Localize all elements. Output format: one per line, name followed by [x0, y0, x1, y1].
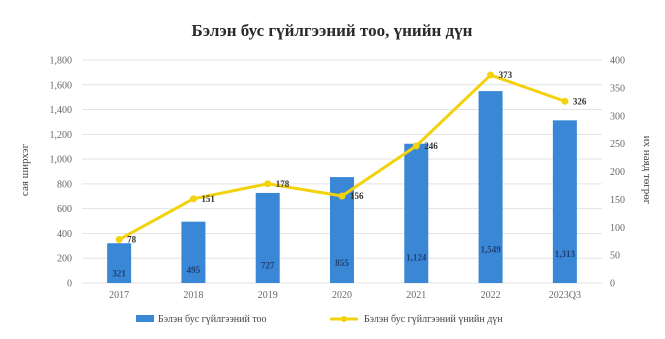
legend: Бэлэн бус гүйлгээний тоо Бэлэн бус гүйлгэ…: [136, 314, 503, 325]
line-data-label: 151: [201, 194, 215, 204]
y2-tick-label: 200: [610, 167, 625, 178]
chart-title: Бэлэн бус гүйлгээний тоо, үнийн дүн: [192, 21, 473, 40]
y-tick-label: 1,200: [50, 130, 73, 141]
bar-data-label: 855: [335, 258, 349, 268]
legend-swatch-bar: [136, 315, 154, 322]
y2-tick-label: 350: [610, 83, 625, 94]
left-axis-ticks: 0 200 400 600 800 1,000 1,200 1,400 1,600 1,800: [50, 56, 73, 290]
line-data-label: 78: [127, 235, 136, 245]
bar: [107, 243, 132, 283]
bar: [181, 221, 206, 283]
y2-axis-label: их наяд төгрөг: [641, 136, 653, 205]
y2-tick-label: 0: [610, 279, 615, 290]
line-data-label: 156: [350, 191, 364, 201]
line-data-label: 246: [424, 141, 438, 151]
y2-tick-label: 50: [610, 251, 620, 262]
bar-data-label: 1,124: [406, 253, 427, 263]
line-point: [115, 236, 123, 244]
x-axis-ticks: 2017 2018 2019 2020 2021 2022 2023Q3: [109, 290, 581, 301]
y-tick-label: 1,800: [50, 56, 73, 67]
x-tick-label: 2018: [183, 290, 203, 301]
line-point: [561, 97, 569, 105]
legend-swatch-marker: [341, 316, 347, 322]
x-tick-label: 2023Q3: [549, 290, 581, 301]
bar: [255, 192, 280, 283]
legend-item-line: Бэлэн бус гүйлгээний үнийн дүн: [364, 314, 503, 325]
y-tick-label: 800: [57, 179, 72, 190]
y-tick-label: 600: [57, 204, 72, 215]
bar-data-label: 727: [261, 261, 275, 271]
line-point: [412, 142, 420, 150]
y-tick-label: 1,600: [50, 80, 73, 91]
y2-tick-label: 300: [610, 111, 625, 122]
bar-data-label: 1,313: [555, 249, 576, 259]
y2-tick-label: 400: [610, 56, 625, 67]
y-tick-label: 1,400: [50, 105, 73, 116]
x-tick-label: 2022: [481, 290, 501, 301]
y-tick-label: 1,000: [50, 155, 73, 166]
bar: [404, 143, 429, 283]
y2-tick-label: 100: [610, 223, 625, 234]
bar-data-label: 1,549: [480, 244, 501, 254]
line-series: 78 151 178 156 246 373 326: [115, 70, 587, 245]
y-tick-label: 400: [57, 229, 72, 240]
bar: [552, 120, 577, 283]
bar-data-label: 321: [112, 269, 126, 279]
line-data-label: 326: [573, 96, 587, 106]
bar-data-label: 495: [187, 265, 201, 275]
line-data-label: 178: [276, 179, 290, 189]
line-point: [487, 71, 495, 79]
x-tick-label: 2017: [109, 290, 129, 301]
line-point: [338, 192, 346, 200]
bar-series: 321 495 727 855 1,124 1,549 1,313: [107, 91, 577, 284]
y-tick-label: 0: [67, 279, 72, 290]
line-data-label: 373: [499, 70, 513, 80]
y2-tick-label: 250: [610, 139, 625, 150]
line-point: [264, 180, 272, 188]
legend-item-bar: Бэлэн бус гүйлгээний тоо: [158, 314, 267, 325]
line-point: [189, 195, 197, 203]
y-tick-label: 200: [57, 254, 72, 265]
right-axis-ticks: 0 50 100 150 200 250 300 350 400: [610, 56, 625, 290]
y2-tick-label: 150: [610, 195, 625, 206]
bar: [478, 91, 503, 284]
y-axis-label: сая ширхэг: [19, 143, 31, 196]
x-tick-label: 2020: [332, 290, 352, 301]
x-tick-label: 2021: [406, 290, 426, 301]
x-tick-label: 2019: [258, 290, 278, 301]
